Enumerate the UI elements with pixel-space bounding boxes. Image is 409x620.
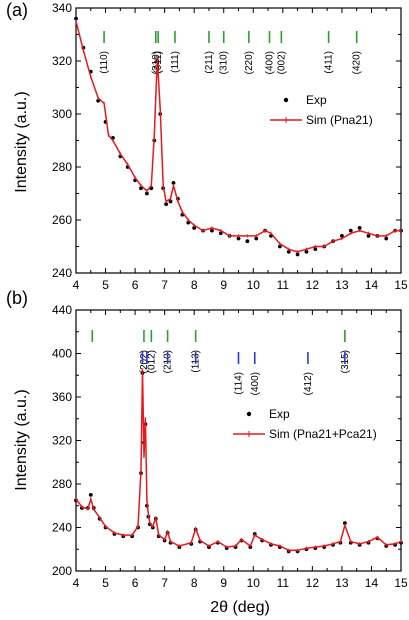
legend-exp-label: Exp [269, 407, 290, 421]
x-tick-label: 12 [306, 278, 320, 292]
legend-exp-label: Exp [306, 93, 327, 107]
reflection-label: (110) [99, 51, 110, 74]
legend-exp-marker [246, 411, 252, 417]
y-tick-label: 340 [52, 1, 72, 15]
y-tick-label: 200 [52, 564, 72, 578]
exp-data-point [295, 252, 300, 257]
y-tick-label: 240 [52, 266, 72, 280]
y-tick-label: 360 [52, 390, 72, 404]
y-tick-label: 400 [52, 347, 72, 361]
x-tick-label: 8 [191, 278, 198, 292]
exp-data-point [348, 228, 353, 233]
x-tick-label: 14 [365, 278, 379, 292]
exp-data-point [74, 16, 78, 21]
reflection-label: (420) [352, 51, 363, 74]
exp-data-point [168, 199, 173, 204]
exp-data-point [171, 181, 176, 185]
reflection-label: (220) [244, 51, 255, 74]
panel-b-label: (b) [6, 288, 28, 308]
panel-b: 4 5 6 7 8 9 10 11 12 13 14 15 200 240 280 320 360 400 440 (… [52, 303, 408, 590]
x-tick-label: 6 [132, 278, 139, 292]
panel-a-label: (a) [6, 0, 28, 20]
exp-data-point [366, 234, 371, 238]
panel-a: 4 5 6 7 8 9 10 11 12 13 14 15 240 260 280 300 320 340 (110… [52, 1, 408, 292]
x-tick-label: 15 [394, 576, 408, 590]
x-tick-label: 4 [73, 278, 80, 292]
reflection-label: (412) [303, 372, 314, 395]
x-tick-label: 11 [277, 278, 290, 292]
reflection-label: (210) [151, 51, 162, 74]
legend-sim-label: Sim (Pna21) [306, 113, 373, 127]
x-tick-label: 5 [102, 576, 109, 590]
x-tick-label: 14 [365, 576, 379, 590]
sim-line [75, 21, 401, 253]
x-tick-label: 8 [191, 576, 198, 590]
reflection-label: (310) [219, 51, 230, 74]
reflection-label: (111) [170, 51, 181, 73]
y-axis-label-a: Intensity (a.u.) [13, 91, 30, 192]
exp-data-point [304, 249, 309, 254]
y-tick-label: 320 [52, 434, 72, 448]
x-tick-label: 6 [132, 576, 139, 590]
x-tick-label: 9 [220, 278, 227, 292]
x-axis-label: 2θ (deg) [210, 599, 270, 616]
exp-data-point [384, 236, 389, 241]
reflection-label: (202) [139, 350, 150, 373]
exp-data-point [210, 228, 214, 233]
sim-line [75, 369, 402, 552]
exp-data-point [88, 492, 93, 497]
reflection-label: (011) [153, 51, 164, 74]
exp-data-point [254, 236, 259, 241]
reflection-label: (002) [276, 51, 287, 74]
exp-data-point [245, 239, 250, 244]
y-tick-label: 240 [52, 521, 72, 535]
exp-data-point [340, 234, 344, 238]
y-tick-label: 320 [52, 54, 72, 68]
exp-data-point [277, 244, 282, 249]
y-tick-label: 440 [52, 303, 72, 317]
x-tick-label: 5 [102, 278, 109, 292]
reflection-label: (012) [146, 350, 157, 373]
y-tick-label: 300 [52, 107, 72, 121]
y-tick-label: 260 [52, 213, 72, 227]
x-tick-label: 15 [394, 278, 408, 292]
x-tick-label: 4 [73, 576, 80, 590]
reflection-label: (400) [265, 51, 276, 74]
legend-sim-label: Sim (Pna21+Pca21) [269, 427, 377, 441]
exp-data-point [357, 226, 362, 230]
reflection-label: (411) [324, 51, 335, 74]
y-axis-label-b: Intensity (a.u.) [13, 389, 30, 490]
exp-data-point [286, 249, 291, 254]
x-tick-label: 11 [277, 576, 290, 590]
legend-exp-marker [283, 97, 289, 103]
x-tick-label: 10 [247, 278, 261, 292]
exp-data-point [236, 236, 241, 241]
x-tick-label: 12 [306, 576, 320, 590]
exp-data-point [313, 247, 318, 252]
exp-data-point [218, 231, 223, 236]
x-tick-label: 13 [335, 278, 349, 292]
exp-data-point [192, 226, 197, 230]
x-tick-label: 13 [335, 576, 349, 590]
y-tick-label: 280 [52, 160, 72, 174]
reflection-label: (211) [204, 51, 215, 74]
x-tick-label: 9 [220, 576, 227, 590]
exp-data-point [145, 191, 149, 196]
x-tick-label: 10 [247, 576, 261, 590]
reflection-label: (114) [234, 372, 245, 395]
x-tick-label: 7 [161, 576, 168, 590]
x-tick-label: 7 [161, 278, 168, 292]
exp-data-point [164, 202, 169, 207]
y-tick-label: 280 [52, 477, 72, 491]
reflection-label: (400) [250, 372, 261, 395]
